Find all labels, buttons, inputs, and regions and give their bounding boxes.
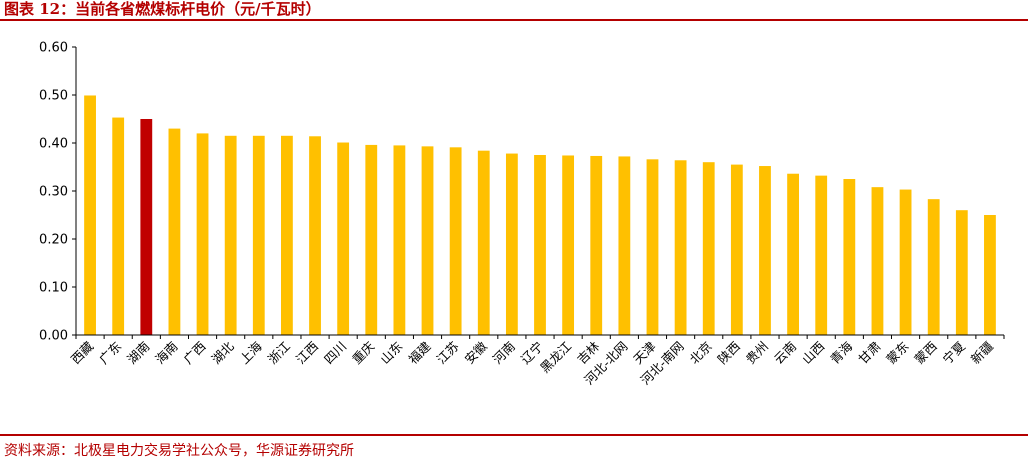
- x-tick-label: 安徽: [462, 338, 491, 367]
- x-tick-label: 江西: [293, 339, 321, 367]
- bar-蒙西: [927, 199, 940, 335]
- x-tick-label: 福建: [405, 338, 434, 367]
- figure-title: 图表 12：当前各省燃煤标杆电价（元/千瓦时）: [4, 0, 321, 18]
- x-tick-label: 西藏: [68, 338, 97, 367]
- y-axis: 0.00 0.10 0.20 0.30 0.40 0.50 0.60: [39, 41, 77, 344]
- bar-北京: [702, 162, 715, 335]
- bar-天津: [646, 159, 659, 335]
- y-tick-label: 0.20: [39, 233, 68, 248]
- x-tick-label: 海南: [152, 339, 180, 367]
- bar-贵州: [759, 166, 771, 335]
- x-tick-label: 江苏: [433, 339, 461, 367]
- x-tick-label: 北京: [687, 339, 715, 367]
- x-tick-label: 蒙东: [883, 339, 911, 367]
- y-tick-label: 0.50: [39, 89, 68, 104]
- bar-广东: [112, 117, 125, 335]
- bar-河北-北网: [618, 156, 631, 335]
- x-tick-label: 贵州: [743, 339, 771, 367]
- x-tick-label: 蒙西: [912, 339, 940, 367]
- x-tick-label: 河南: [490, 339, 518, 367]
- bar-广西: [196, 133, 209, 335]
- bar-河南: [505, 153, 518, 335]
- x-tick-label: 广西: [180, 339, 208, 367]
- x-tick-label: 陕西: [715, 339, 743, 367]
- x-tick-label: 广东: [96, 339, 124, 367]
- x-tick-label: 湖南: [124, 339, 152, 367]
- bar-湖南: [140, 119, 153, 335]
- bar-重庆: [365, 144, 378, 335]
- x-tick-label: 宁夏: [940, 338, 969, 367]
- bar-黑龙江: [562, 155, 575, 335]
- bar-上海: [252, 135, 265, 335]
- bar-江西: [309, 136, 321, 335]
- x-tick-label: 黑龙江: [537, 339, 574, 376]
- bar-湖北: [224, 135, 237, 335]
- x-tick-label: 山西: [799, 339, 827, 367]
- bar-甘肃: [871, 187, 884, 335]
- x-tick-label: 山东: [377, 339, 405, 367]
- bar-陕西: [730, 164, 743, 335]
- x-tick-label: 云南: [771, 339, 799, 367]
- bar-河北-南网: [674, 160, 687, 335]
- bar-云南: [787, 173, 799, 335]
- bar-西藏: [84, 95, 96, 335]
- y-tick-label: 0.60: [39, 41, 68, 56]
- x-tick-label: 湖北: [208, 338, 237, 367]
- bar-海南: [168, 128, 181, 335]
- x-tick-label: 浙江: [265, 339, 293, 367]
- bar-青海: [843, 179, 856, 335]
- bar-新疆: [984, 215, 996, 335]
- bar-山西: [815, 175, 828, 335]
- bar-蒙东: [899, 189, 912, 335]
- source-note: 资料来源：北极星电力交易学社公众号，华源证券研究所: [4, 443, 354, 459]
- bar-四川: [337, 142, 350, 335]
- bar-吉林: [590, 155, 603, 335]
- x-tick-label: 甘肃: [855, 339, 883, 367]
- title-rule: [0, 19, 1028, 21]
- x-tick-label: 重庆: [349, 338, 378, 367]
- bar-江苏: [449, 147, 462, 335]
- y-tick-label: 0.40: [39, 137, 68, 152]
- y-tick-label: 0.00: [39, 329, 68, 344]
- bar-山东: [393, 145, 406, 335]
- bar-安徽: [477, 150, 490, 335]
- bar-chart: 0.00 0.10 0.20 0.30 0.40 0.50 0.60 西藏 广东 湖南 海南 广西湖…: [39, 41, 1005, 388]
- x-tick-label: 四川: [321, 339, 349, 367]
- bar-福建: [421, 146, 434, 335]
- x-tick-label: 新疆: [968, 339, 996, 367]
- x-tick-label: 青海: [827, 338, 856, 367]
- bar-series: [84, 95, 996, 335]
- bar-辽宁: [534, 155, 546, 335]
- bar-宁夏: [955, 210, 968, 335]
- bar-浙江: [281, 135, 293, 335]
- y-tick-label: 0.30: [39, 185, 68, 200]
- x-tick-label: 上海: [237, 338, 266, 367]
- y-tick-label: 0.10: [39, 281, 68, 296]
- figure-header: 图表 12：当前各省燃煤标杆电价（元/千瓦时）: [0, 0, 1028, 22]
- source-rule: [0, 434, 1028, 436]
